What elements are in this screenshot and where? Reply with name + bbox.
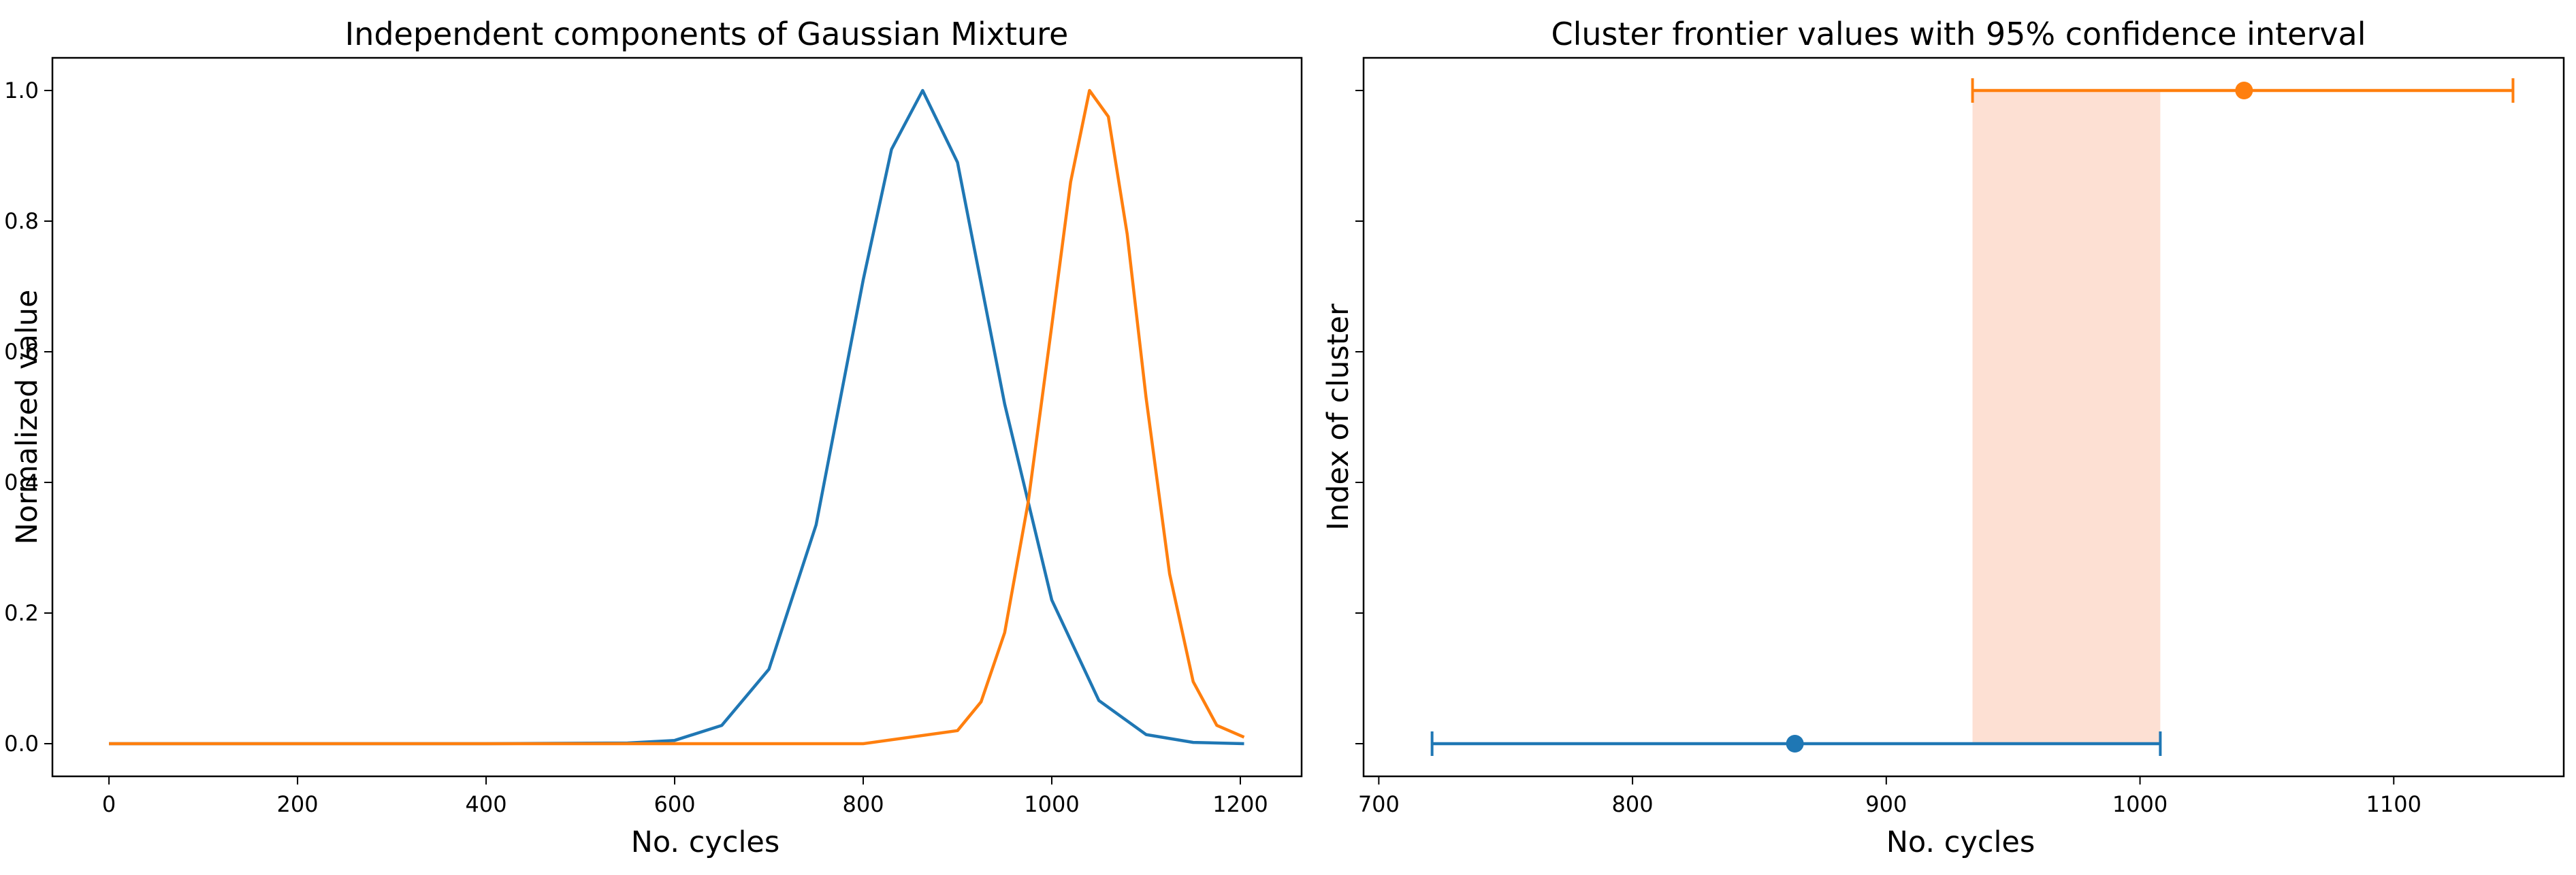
right-axes-frame [1362,56,2565,778]
left-x-axis-label: No. cycles [631,825,780,859]
shaded-region [1972,90,2161,744]
x-tick-label: 900 [1865,791,1907,817]
left-axes-frame [51,56,1303,778]
x-tick-label: 700 [1358,791,1400,817]
x-tick-label: 800 [1612,791,1654,817]
left-y-ticks: 0.0 0.2 0.4 0.6 0.8 1.0 [4,78,52,757]
x-tick-label: 1000 [2112,791,2168,817]
left-x-ticks: 0 200 400 600 800 1000 1200 [102,776,1268,817]
x-tick-label: 1100 [2366,791,2421,817]
right-plot-area [1430,78,2515,756]
data-point [2235,82,2253,99]
right-y-ticks [1355,90,1364,744]
x-tick-label: 800 [842,791,884,817]
y-tick-label: 0.0 [4,731,39,757]
series-line-1 [109,88,1245,746]
right-x-ticks: 700 800 900 1000 1100 [1358,776,2421,817]
x-tick-label: 1000 [1024,791,1079,817]
right-chart-title: Cluster frontier values with 95% confide… [1551,16,2366,52]
left-chart-title: Independent components of Gaussian Mixtu… [345,16,1069,52]
y-tick-label: 1.0 [4,78,39,103]
errorbar-series-0 [1430,731,2162,756]
data-point [1786,735,1804,753]
right-chart-panel: Cluster frontier values with 95% confide… [1321,16,2565,859]
x-tick-label: 0 [102,791,116,817]
errorbar-series-1 [1971,78,2515,103]
y-tick-label: 0.4 [4,469,39,495]
y-tick-label: 0.8 [4,208,39,234]
left-y-axis-label: Normalized value [10,290,44,545]
y-tick-label: 0.6 [4,339,39,365]
confidence-overlap-shade [1972,90,2161,744]
x-tick-label: 600 [654,791,695,817]
y-tick-label: 0.2 [4,600,39,626]
series-line-0 [109,88,1244,746]
right-y-axis-label: Index of cluster [1321,303,1355,531]
left-chart-panel: Independent components of Gaussian Mixtu… [4,16,1303,859]
x-tick-label: 200 [277,791,319,817]
x-tick-label: 400 [466,791,507,817]
right-x-axis-label: No. cycles [1886,825,2035,859]
left-plot-area [109,88,1245,746]
x-tick-label: 1200 [1212,791,1268,817]
